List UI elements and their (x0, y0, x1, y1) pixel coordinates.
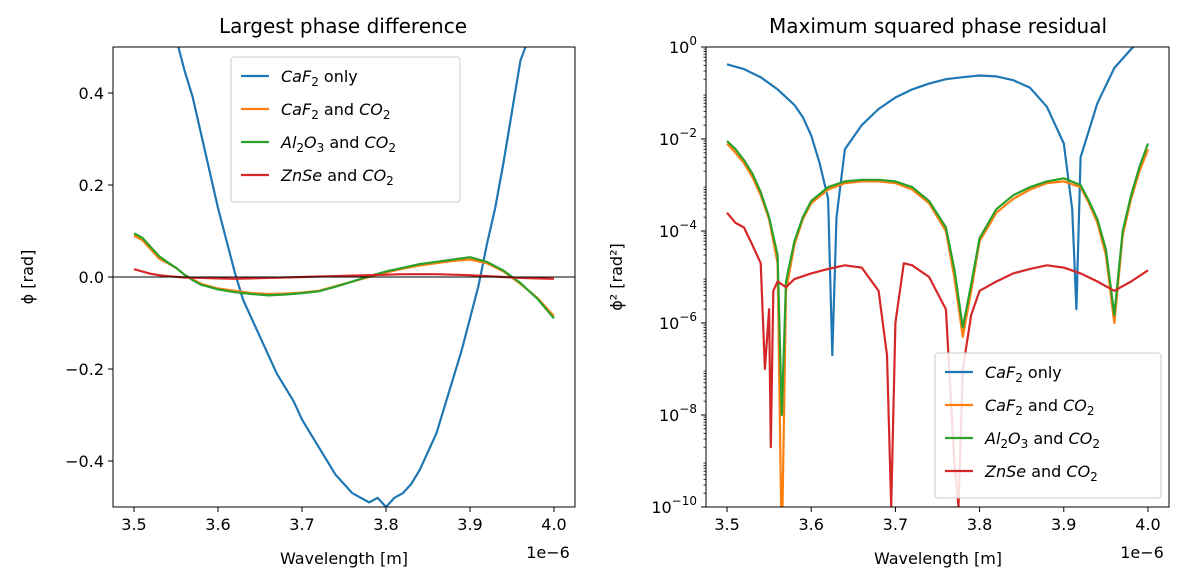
right-legend-label-1: CaF2 and CO2 (985, 396, 1095, 418)
left-x-tick-label: 3.6 (205, 515, 230, 534)
right-y-tick-label: 10−4 (659, 218, 697, 241)
left-legend-label-0: CaF2 only (281, 67, 358, 89)
right-chart-x-label: Wavelength [m] (874, 549, 1002, 568)
left-legend-box (230, 56, 461, 203)
left-chart-title: Largest phase difference (219, 14, 467, 38)
left-chart: Largest phase difference 3.5 3.6 3.7 3.8 3.9… (18, 14, 576, 568)
left-y-tick-label: −0.4 (65, 452, 104, 471)
left-x-tick-label: 3.9 (457, 515, 482, 534)
left-y-tick-label: 0.2 (79, 176, 104, 195)
right-y-tick-label: 10−10 (651, 494, 697, 517)
left-chart-y-ticks: −0.4 −0.2 0.0 0.2 0.4 (65, 84, 113, 471)
right-chart-frame (705, 46, 1170, 508)
right-x-tick-label: 4.0 (1135, 515, 1160, 534)
right-series-line-3 (726, 211, 1149, 507)
left-chart-x-label: Wavelength [m] (280, 549, 408, 568)
left-x-tick-label: 3.8 (373, 515, 398, 534)
left-legend-label-2: Al2O3 and CO2 (280, 133, 396, 155)
left-series-line-0 (177, 47, 527, 507)
left-chart-y-label: ϕ [rad] (18, 250, 37, 305)
left-x-tick-label: 3.7 (289, 515, 314, 534)
right-legend-label-2: Al2O3 and CO2 (984, 429, 1100, 451)
right-chart: Maximum squared phase residual 3.5 3.6 3.7… (607, 14, 1170, 568)
left-series-line-2 (133, 232, 555, 320)
right-y-tick-label: 10−6 (659, 310, 697, 333)
right-x-tick-label: 3.5 (714, 515, 739, 534)
right-chart-y-ticks: 10−10 10−8 10−6 10−4 10−2 100 (651, 34, 706, 517)
right-chart-x-ticks: 3.5 3.6 3.7 3.8 3.9 4.0 (714, 507, 1161, 534)
right-chart-title: Maximum squared phase residual (769, 14, 1107, 38)
right-chart-x-offset: 1e−6 (1120, 543, 1164, 562)
right-chart-series-group (726, 47, 1150, 507)
left-chart-legend: CaF2 only CaF2 and CO2 Al2O3 and CO2 ZnSe a… (230, 56, 461, 203)
right-x-tick-label: 3.9 (1051, 515, 1076, 534)
left-x-tick-label: 4.0 (541, 515, 566, 534)
right-x-tick-label: 3.6 (799, 515, 824, 534)
left-y-tick-label: 0.0 (79, 268, 104, 287)
right-chart-legend: CaF2 only CaF2 and CO2 Al2O3 and CO2 ZnSe a… (934, 352, 1162, 499)
right-chart-y-label: ϕ² [rad²] (607, 243, 626, 311)
right-legend-label-0: CaF2 only (985, 363, 1062, 385)
left-y-tick-label: 0.4 (79, 84, 104, 103)
right-series-line-0 (726, 47, 1135, 357)
left-x-tick-label: 3.5 (121, 515, 146, 534)
left-y-tick-label: −0.2 (65, 360, 104, 379)
left-legend-label-3: ZnSe and CO2 (280, 166, 394, 188)
left-chart-x-ticks: 3.5 3.6 3.7 3.8 3.9 4.0 (121, 507, 567, 534)
left-legend-label-1: CaF2 and CO2 (281, 100, 391, 122)
right-x-tick-label: 3.8 (967, 515, 992, 534)
right-legend-box (934, 352, 1162, 499)
right-y-tick-label: 100 (669, 34, 697, 57)
right-legend-label-3: ZnSe and CO2 (984, 462, 1098, 484)
right-x-tick-label: 3.7 (883, 515, 908, 534)
right-y-tick-label: 10−8 (659, 402, 697, 425)
right-y-tick-label: 10−2 (659, 126, 697, 149)
left-chart-x-offset: 1e−6 (526, 543, 570, 562)
